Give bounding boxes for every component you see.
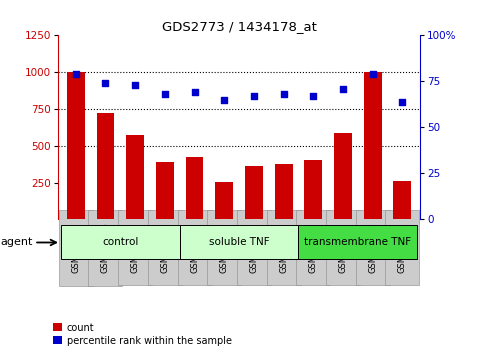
Point: [339, 86, 347, 92]
FancyBboxPatch shape: [61, 225, 180, 259]
Point: [220, 97, 228, 103]
Bar: [215, 182, 233, 219]
Point: [101, 80, 109, 86]
Bar: [334, 133, 352, 219]
Legend: count, percentile rank within the sample: count, percentile rank within the sample: [53, 323, 232, 346]
Bar: [245, 166, 263, 219]
Point: [280, 91, 287, 97]
Point: [161, 91, 169, 97]
Point: [369, 71, 377, 77]
Bar: [185, 157, 203, 219]
Bar: [67, 72, 85, 219]
Bar: [156, 162, 174, 219]
Bar: [275, 164, 293, 219]
Bar: [126, 135, 144, 219]
Bar: [97, 113, 114, 219]
Text: agent: agent: [0, 238, 33, 247]
Title: GDS2773 / 1434178_at: GDS2773 / 1434178_at: [162, 20, 316, 33]
Point: [398, 99, 406, 104]
Text: control: control: [102, 238, 139, 247]
Text: transmembrane TNF: transmembrane TNF: [304, 238, 412, 247]
Bar: [364, 72, 382, 219]
Text: soluble TNF: soluble TNF: [209, 238, 270, 247]
Bar: [394, 181, 412, 219]
Point: [250, 93, 258, 99]
Point: [72, 71, 80, 77]
FancyBboxPatch shape: [298, 225, 417, 259]
FancyBboxPatch shape: [180, 225, 298, 259]
Point: [191, 90, 199, 95]
Point: [310, 93, 317, 99]
Point: [131, 82, 139, 88]
Bar: [304, 160, 322, 219]
